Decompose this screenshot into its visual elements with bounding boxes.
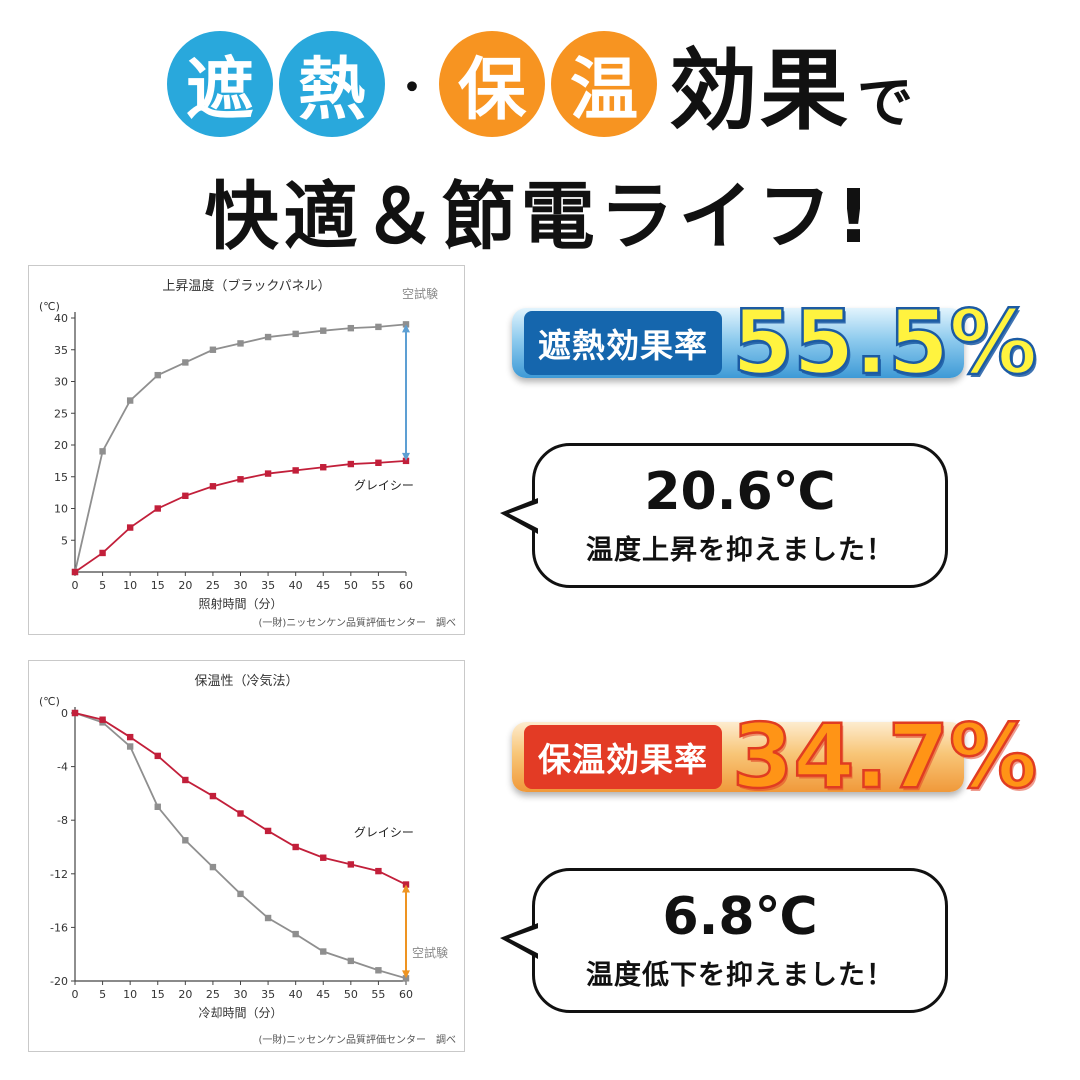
svg-text:25: 25 [206, 579, 220, 592]
svg-text:10: 10 [54, 503, 68, 516]
svg-text:-16: -16 [50, 921, 68, 934]
svg-text:30: 30 [234, 579, 248, 592]
svg-text:35: 35 [54, 344, 68, 357]
svg-text:5: 5 [61, 534, 68, 547]
svg-text:45: 45 [316, 579, 330, 592]
shield-rate-label: 遮熱効果率 [524, 311, 722, 375]
shield-rate-banner: 遮熱効果率 55.5% [512, 297, 1039, 388]
svg-text:上昇温度（ブラックパネル）: 上昇温度（ブラックパネル） [162, 278, 330, 294]
shield-delta-caption: 温度上昇を抑えました！ [586, 535, 894, 566]
retention-speech-bubble: 6.8℃ 温度低下を抑えました！ [532, 868, 948, 1013]
retention-rate-banner: 保温効果率 34.7% [512, 711, 1039, 802]
svg-text:0: 0 [61, 707, 68, 720]
header-effect-text: 効果 [668, 39, 851, 142]
shield-delta-temperature: 20.6℃ [644, 462, 836, 522]
heat-rise-chart: 上昇温度（ブラックパネル） (℃) 5 10 15 20 25 30 35 40 0 5 10 15 20 2… [39, 278, 456, 629]
heat-retention-chart: 保温性（冷気法）(℃)0-4-8-12-16-200 5 10 15 20 25 30 35 4… [39, 673, 456, 1046]
svg-text:15: 15 [54, 471, 68, 484]
header: 遮 熱 ・ 保 温 効果 で 快適＆節電ライフ! [0, 20, 1080, 264]
svg-text:(一財)ニッセンケン品質評価センター 調べ: (一財)ニッセンケン品質評価センター 調べ [258, 616, 456, 629]
svg-text:50: 50 [344, 579, 358, 592]
svg-text:20: 20 [178, 579, 192, 592]
svg-text:30: 30 [234, 988, 248, 1001]
retention-rate-label: 保温効果率 [524, 725, 722, 789]
svg-text:20: 20 [54, 439, 68, 452]
svg-text:20: 20 [178, 988, 192, 1001]
svg-text:(一財)ニッセンケン品質評価センター 調べ: (一財)ニッセンケン品質評価センター 調べ [258, 1033, 456, 1046]
header-line1: 遮 熱 ・ 保 温 効果 で [0, 20, 1080, 147]
svg-text:60: 60 [399, 988, 413, 1001]
badge-circle-netsu: 熱 [278, 30, 385, 137]
svg-text:グレイシー: グレイシー [354, 478, 414, 492]
header-de-text: で [857, 71, 913, 136]
retention-delta-temperature: 6.8℃ [662, 887, 818, 947]
svg-text:60: 60 [399, 579, 413, 592]
svg-text:-12: -12 [50, 868, 68, 881]
svg-text:(℃): (℃) [39, 695, 60, 708]
svg-text:55: 55 [371, 988, 385, 1001]
badge-circle-ho: 保 [438, 30, 545, 137]
svg-text:(℃): (℃) [39, 300, 60, 313]
svg-text:10: 10 [123, 988, 137, 1001]
svg-text:-20: -20 [50, 975, 68, 988]
svg-text:40: 40 [289, 579, 303, 592]
svg-text:5: 5 [99, 579, 106, 592]
svg-text:15: 15 [151, 988, 165, 1001]
header-separator-dot: ・ [391, 64, 432, 111]
retention-delta-caption: 温度低下を抑えました！ [586, 960, 894, 991]
badge-circle-sha: 遮 [166, 30, 273, 137]
svg-text:35: 35 [261, 579, 275, 592]
svg-text:25: 25 [54, 407, 68, 420]
svg-text:35: 35 [261, 988, 275, 1001]
svg-text:照射時間（分）: 照射時間（分） [198, 596, 282, 611]
svg-text:保温性（冷気法）: 保温性（冷気法） [194, 673, 298, 689]
svg-text:40: 40 [289, 988, 303, 1001]
svg-text:-4: -4 [57, 761, 68, 774]
svg-text:空試験: 空試験 [402, 286, 438, 301]
svg-text:30: 30 [54, 376, 68, 389]
heat-rise-chart-panel: 上昇温度（ブラックパネル） (℃) 5 10 15 20 25 30 35 40 0 5 10 15 20 2… [28, 265, 465, 635]
svg-text:0: 0 [72, 579, 79, 592]
svg-text:空試験: 空試験 [412, 945, 448, 960]
heat-retention-chart-panel: 保温性（冷気法） (℃) 0 -4 -8 -12 -16 -20 0 5 10 15 20 25 30 35 4… [28, 660, 465, 1052]
svg-text:50: 50 [344, 988, 358, 1001]
shield-rate-value: 55.5% [731, 291, 1039, 394]
svg-text:40: 40 [54, 312, 68, 325]
svg-text:15: 15 [151, 579, 165, 592]
svg-text:-8: -8 [57, 814, 68, 827]
svg-text:5: 5 [99, 988, 106, 1001]
svg-text:グレイシー: グレイシー [354, 825, 414, 839]
svg-text:25: 25 [206, 988, 220, 1001]
badge-circle-on: 温 [550, 30, 657, 137]
svg-text:55: 55 [371, 579, 385, 592]
retention-rate-value: 34.7% [731, 705, 1039, 808]
svg-text:0: 0 [72, 988, 79, 1001]
header-tagline: 快適＆節電ライフ! [204, 174, 876, 260]
svg-text:45: 45 [316, 988, 330, 1001]
svg-text:冷却時間（分）: 冷却時間（分） [198, 1006, 282, 1020]
shield-speech-bubble: 20.6℃ 温度上昇を抑えました！ [532, 443, 948, 588]
svg-text:10: 10 [123, 579, 137, 592]
